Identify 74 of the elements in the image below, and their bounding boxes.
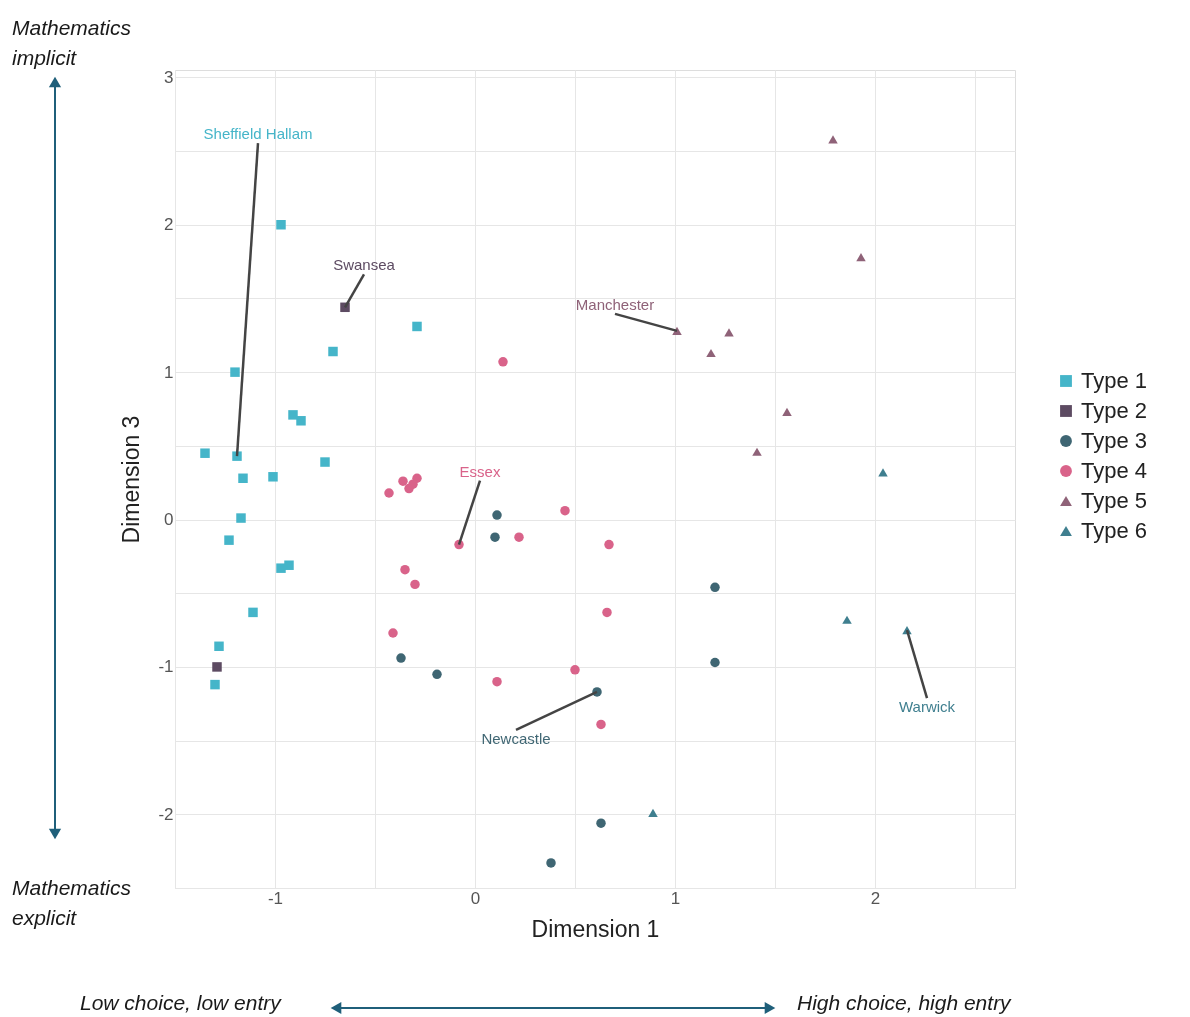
point [842, 615, 852, 624]
x-tick-label: -1 [267, 888, 284, 908]
annotation: Essex [459, 462, 501, 480]
point [276, 220, 286, 230]
y-tick-label: -1 [158, 657, 174, 677]
point [782, 407, 792, 417]
point [752, 447, 762, 456]
point [288, 410, 298, 420]
legend-label: Type 6 [1081, 518, 1148, 543]
point [200, 448, 210, 458]
x-axis-title: Dimension 1 [531, 915, 660, 942]
y-tick-label: 1 [164, 362, 174, 382]
point [856, 253, 866, 262]
point [230, 367, 240, 377]
point [604, 539, 614, 550]
annotation: Swansea [333, 256, 396, 274]
point [432, 669, 442, 680]
y-tick-label: 3 [164, 67, 174, 87]
point [828, 135, 838, 144]
point [412, 321, 422, 332]
point [596, 719, 606, 730]
point [596, 818, 606, 828]
point [546, 858, 556, 868]
annotation: Sheffield Hallam [203, 125, 313, 143]
point [384, 488, 394, 498]
annotation: Newcastle [481, 729, 551, 747]
point [410, 579, 420, 590]
legend-label: Type 2 [1081, 398, 1148, 423]
y-tick-label: 2 [164, 215, 174, 235]
point [492, 510, 502, 520]
x-tick-label: 1 [670, 888, 681, 908]
point [212, 662, 222, 672]
point [248, 607, 258, 618]
point [560, 505, 570, 516]
point [210, 679, 220, 690]
point [398, 476, 408, 486]
annotation: Warwick [898, 698, 956, 716]
legend-label: Type 5 [1081, 488, 1148, 513]
point [296, 416, 306, 426]
legend-label: Type 4 [1081, 458, 1148, 483]
point [570, 665, 580, 675]
point [602, 607, 612, 618]
point [268, 472, 278, 482]
point [284, 560, 294, 570]
point [238, 473, 248, 484]
annotation: Manchester [575, 295, 655, 313]
point [408, 479, 418, 489]
y-tick-label: -2 [158, 804, 174, 824]
point [388, 628, 398, 638]
y-tick-label: 0 [164, 510, 174, 530]
legend-label: Type 3 [1081, 428, 1148, 453]
point [710, 657, 720, 668]
point [490, 532, 500, 542]
point [706, 348, 716, 358]
point [224, 535, 234, 545]
x-tick-label: 2 [870, 888, 881, 908]
y-axis-title: Dimension 3 [118, 415, 145, 544]
point [328, 346, 338, 357]
text: High choice, high entry [797, 991, 1013, 1014]
text: Low choice, low entry [80, 991, 283, 1014]
point [400, 564, 410, 575]
point [396, 653, 406, 663]
point [492, 676, 502, 687]
point [498, 357, 508, 367]
point [320, 457, 330, 467]
point [514, 532, 524, 542]
x-tick-label: 0 [470, 888, 481, 908]
text: Mathematics implicit [12, 16, 132, 69]
point [648, 808, 658, 817]
point [236, 513, 246, 523]
legend-label: Type 1 [1081, 368, 1148, 393]
point [214, 641, 224, 652]
text: Mathematics explicit [12, 876, 132, 929]
point [710, 582, 720, 593]
